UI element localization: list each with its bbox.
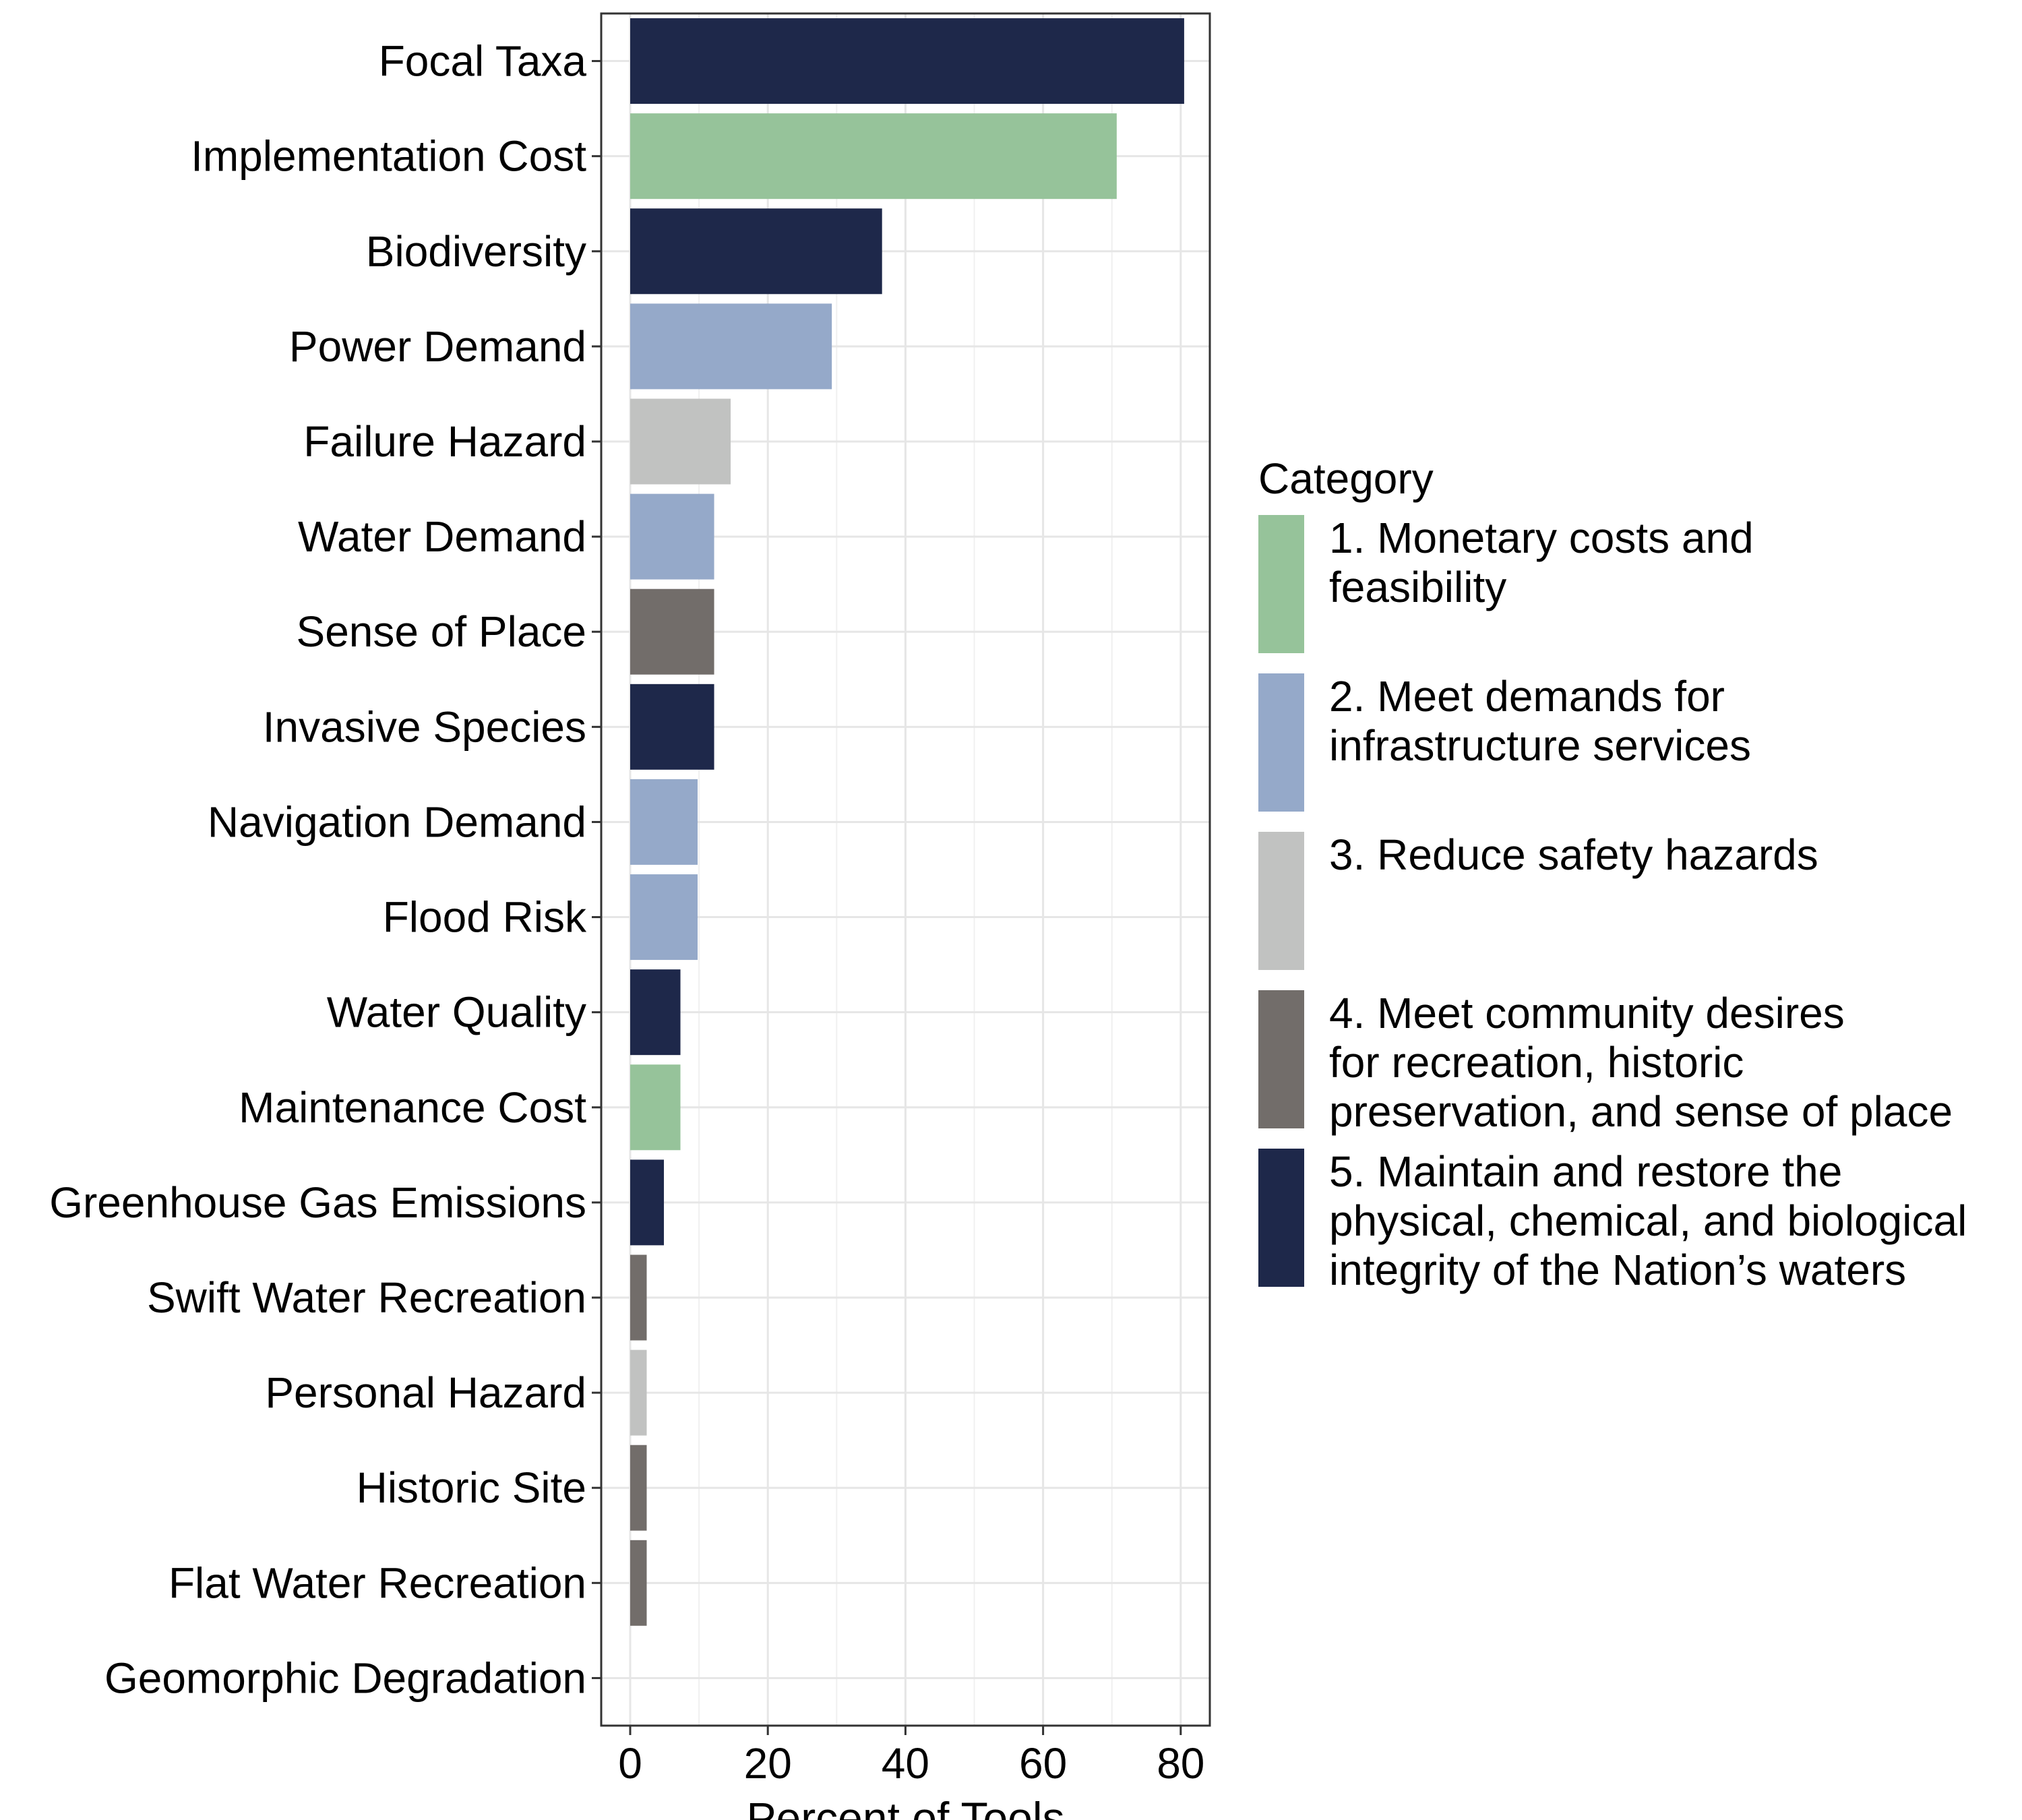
legend-item: 4. Meet community desires for recreation…: [1258, 989, 2013, 1149]
x-tick-label: 0: [618, 1739, 642, 1788]
legend-label: 1. Monetary costs and feasibility: [1329, 514, 1754, 611]
bar: [630, 1159, 665, 1246]
legend-swatch: [1258, 1149, 1304, 1287]
x-tick-label: 80: [1157, 1739, 1204, 1788]
bar: [630, 969, 681, 1056]
bar: [630, 1349, 647, 1436]
y-tick-label: Focal Taxa: [379, 37, 587, 86]
y-axis: Focal Taxa Implementation Cost Biodiversit…: [49, 37, 601, 1702]
y-tick-label: Power Demand: [289, 322, 586, 371]
y-tick-label: Water Quality: [327, 988, 586, 1037]
y-tick-label: Navigation Demand: [208, 797, 586, 846]
legend-label: 4. Meet community desires for recreation…: [1329, 989, 1953, 1136]
bar: [630, 208, 882, 295]
bar: [630, 684, 714, 770]
legend-items: 1. Monetary costs and feasibility 2. Meet…: [1258, 514, 2013, 1307]
bar: [630, 779, 698, 865]
bar: [630, 303, 832, 390]
y-tick-label: Greenhouse Gas Emissions: [49, 1178, 586, 1227]
x-axis-title: Percent of Tools: [746, 1793, 1064, 1820]
bar: [630, 113, 1117, 200]
y-tick-label: Flood Risk: [383, 893, 587, 942]
y-tick-label: Historic Site: [357, 1463, 586, 1512]
bar: [630, 1445, 647, 1531]
legend-label: 5. Maintain and restore the physical, ch…: [1329, 1147, 1967, 1294]
bar: [630, 1254, 647, 1341]
legend-label: 2. Meet demands for infrastructure servi…: [1329, 672, 1751, 770]
bar: [630, 18, 1184, 104]
x-tick-label: 60: [1019, 1739, 1067, 1788]
legend-item: 3. Reduce safety hazards: [1258, 830, 2013, 990]
bars: [630, 18, 1184, 1626]
legend-item: 2. Meet demands for infrastructure servi…: [1258, 672, 2013, 832]
legend-title: Category: [1258, 454, 1434, 503]
legend: Category 1. Monetary costs and feasibili…: [1258, 452, 2013, 1307]
legend-swatch: [1258, 990, 1304, 1128]
y-tick-label: Geomorphic Degradation: [104, 1654, 586, 1702]
legend-item: 5. Maintain and restore the physical, ch…: [1258, 1147, 2013, 1307]
y-tick-label: Sense of Place: [297, 607, 587, 656]
legend-item: 1. Monetary costs and feasibility: [1258, 514, 2013, 673]
x-tick-label: 20: [744, 1739, 792, 1788]
legend-swatch: [1258, 515, 1304, 653]
y-tick-label: Maintenance Cost: [239, 1083, 586, 1132]
x-axis: 0 20 40 60 80: [618, 1726, 1204, 1788]
bar: [630, 1064, 681, 1151]
bar: [630, 874, 698, 961]
y-tick-label: Failure Hazard: [303, 417, 586, 466]
x-tick-label: 40: [882, 1739, 929, 1788]
bar: [630, 1540, 647, 1626]
legend-label: 3. Reduce safety hazards: [1329, 830, 1818, 879]
bar: [630, 493, 714, 580]
legend-swatch: [1258, 832, 1304, 970]
y-tick-label: Invasive Species: [263, 702, 586, 751]
legend-swatch: [1258, 673, 1304, 812]
y-tick-label: Personal Hazard: [265, 1368, 586, 1417]
y-tick-label: Flat Water Recreation: [168, 1558, 586, 1607]
y-tick-label: Water Demand: [298, 512, 586, 561]
y-tick-label: Implementation Cost: [191, 132, 586, 181]
y-tick-label: Biodiversity: [366, 227, 586, 276]
bar: [630, 398, 731, 485]
bar: [630, 588, 714, 675]
y-tick-label: Swift Water Recreation: [147, 1273, 586, 1322]
